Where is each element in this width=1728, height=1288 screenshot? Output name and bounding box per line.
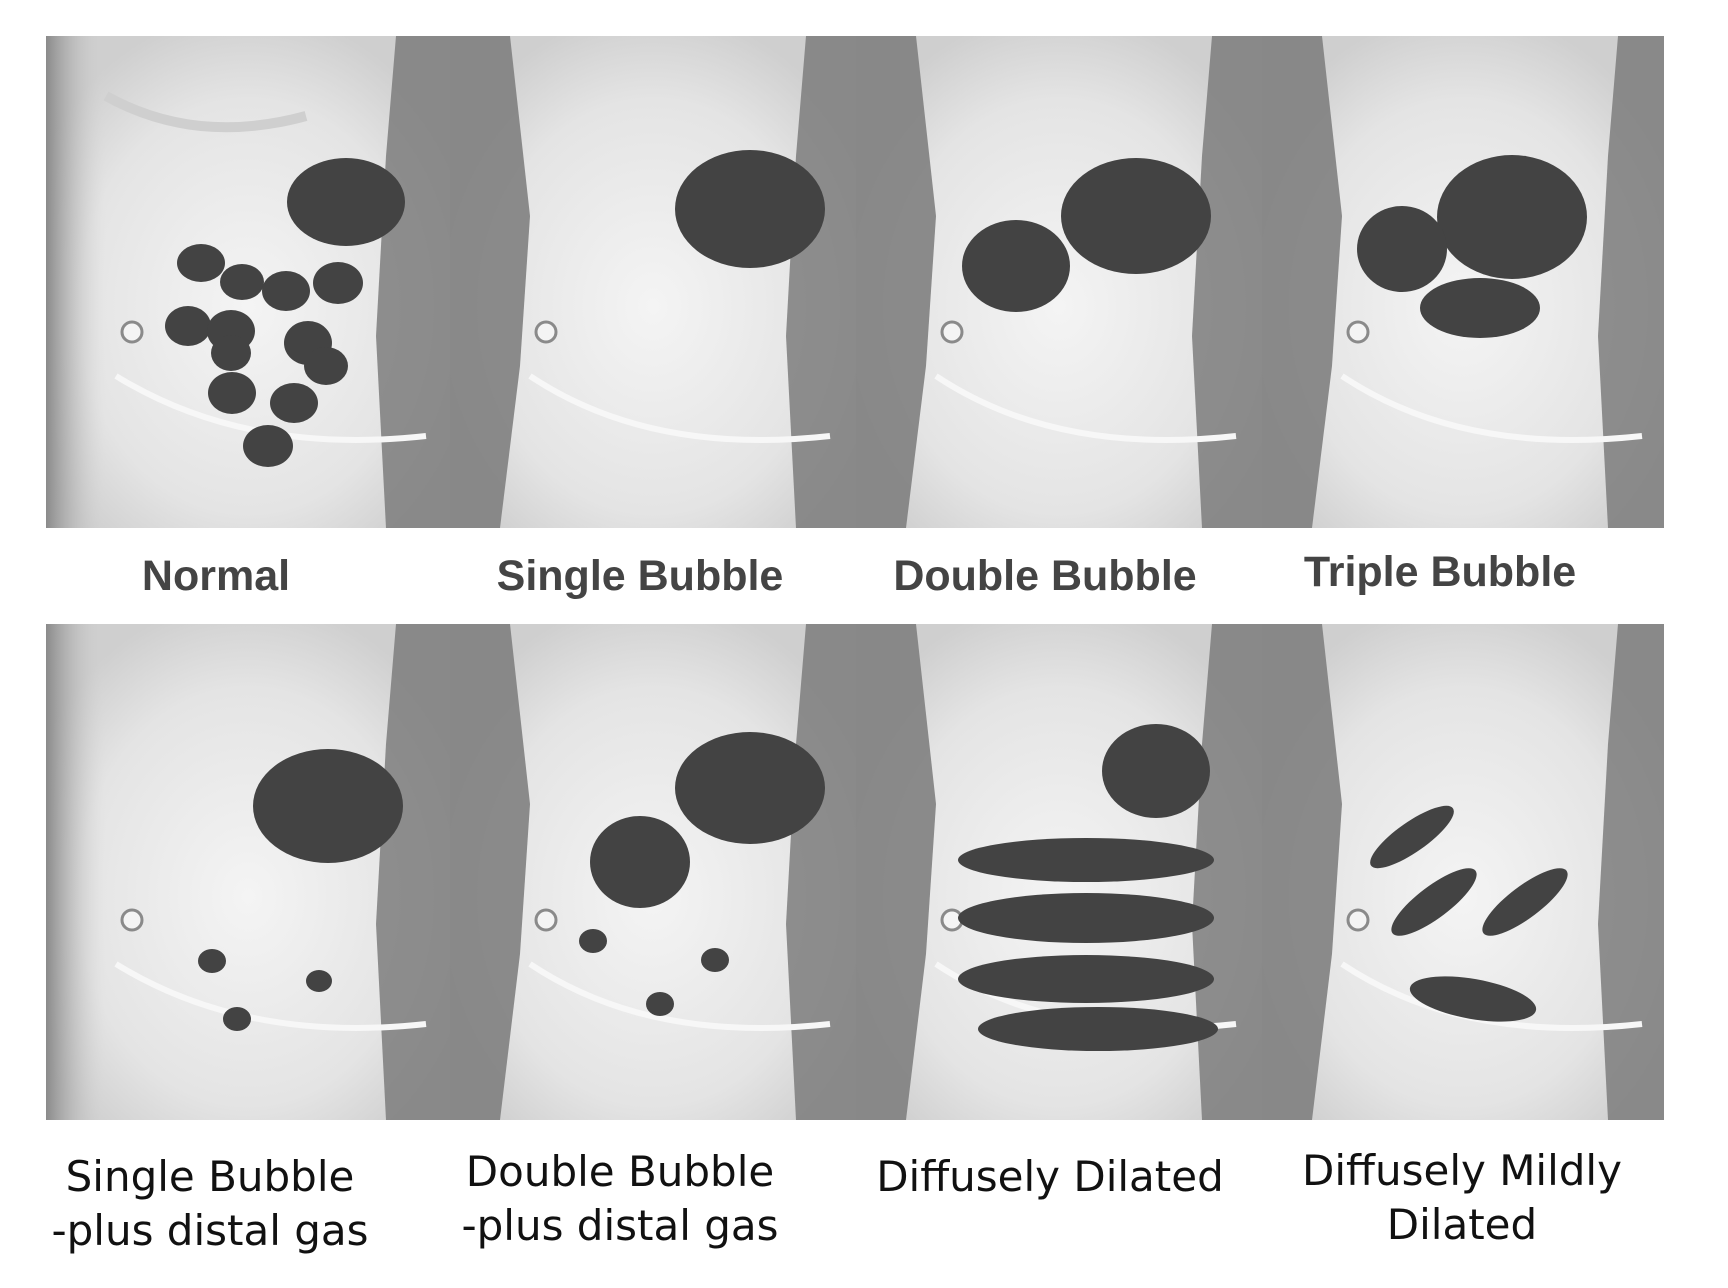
stomach-gas bbox=[1437, 155, 1587, 279]
xray-panel-diffusely-dilated bbox=[856, 624, 1262, 1120]
label-double-bubble-distal: Double Bubble -plus distal gas bbox=[420, 1145, 820, 1253]
label-line: Double Bubble bbox=[465, 1147, 775, 1196]
xray-image-diffusely-mildly-dilated bbox=[1262, 624, 1664, 1120]
bowel-loop bbox=[313, 262, 363, 304]
xray-panel-triple-bubble bbox=[1262, 36, 1664, 528]
bowel-loop bbox=[177, 244, 225, 282]
dilated-loop bbox=[978, 1007, 1218, 1051]
xray-panel-normal bbox=[46, 36, 450, 528]
xray-image-normal bbox=[46, 36, 450, 528]
label-line: -plus distal gas bbox=[461, 1201, 779, 1250]
label-line: -plus distal gas bbox=[51, 1206, 369, 1255]
stomach-gas bbox=[675, 732, 825, 844]
bowel-loop bbox=[262, 271, 310, 311]
distal-gas bbox=[198, 949, 226, 973]
stomach-gas bbox=[253, 749, 403, 863]
xray-panel-single-bubble-distal bbox=[46, 624, 450, 1120]
label-single-bubble-distal: Single Bubble -plus distal gas bbox=[0, 1150, 420, 1258]
dilated-loop bbox=[958, 955, 1214, 1003]
label-normal: Normal bbox=[141, 552, 291, 600]
label-single-bubble: Single Bubble bbox=[496, 552, 784, 600]
stomach-gas bbox=[675, 150, 825, 268]
distal-gas bbox=[579, 929, 607, 953]
bowel-loop bbox=[220, 264, 264, 300]
stomach-gas bbox=[1061, 158, 1211, 274]
dilated-loop bbox=[958, 838, 1214, 882]
xray-image-diffusely-dilated bbox=[856, 624, 1262, 1120]
bowel-loop bbox=[208, 372, 256, 414]
xray-panel-single-bubble bbox=[450, 36, 856, 528]
mildly-dilated-loop bbox=[1391, 868, 1477, 936]
distal-gas bbox=[223, 1007, 251, 1031]
label-diffusely-mildly-dilated: Diffusely Mildly Dilated bbox=[1262, 1144, 1662, 1252]
xray-panel-double-bubble bbox=[856, 36, 1262, 528]
label-double-bubble: Double Bubble bbox=[893, 552, 1197, 600]
mildly-dilated-loop bbox=[1482, 868, 1568, 936]
xray-image-double-bubble bbox=[856, 36, 1262, 528]
bowel-loop bbox=[304, 347, 348, 385]
jejunal-gas bbox=[1420, 278, 1540, 338]
label-triple-bubble: Triple Bubble bbox=[1303, 548, 1577, 596]
gas-bubbles bbox=[165, 158, 405, 467]
stomach-gas bbox=[287, 158, 405, 246]
mildly-dilated-loop bbox=[1409, 976, 1537, 1022]
duodenal-gas bbox=[1357, 206, 1447, 292]
bowel-loop bbox=[270, 383, 318, 423]
label-line: Diffusely Mildly bbox=[1302, 1146, 1622, 1195]
xray-panel-diffusely-mildly-dilated bbox=[1262, 624, 1664, 1120]
stomach-gas bbox=[1102, 724, 1210, 818]
dilated-loop bbox=[958, 893, 1214, 943]
xray-panel-double-bubble-distal bbox=[450, 624, 856, 1120]
label-line: Single Bubble bbox=[65, 1152, 355, 1201]
label-line: Dilated bbox=[1386, 1200, 1538, 1249]
xray-image-triple-bubble bbox=[1262, 36, 1664, 528]
distal-gas bbox=[701, 948, 729, 972]
xray-image-double-bubble-distal bbox=[450, 624, 856, 1120]
xray-image-single-bubble-distal bbox=[46, 624, 450, 1120]
label-diffusely-dilated: Diffusely Dilated bbox=[876, 1152, 1224, 1201]
bowel-loop bbox=[243, 425, 293, 467]
bowel-loop bbox=[165, 306, 211, 346]
duodenal-gas bbox=[590, 816, 690, 908]
xray-image-single-bubble bbox=[450, 36, 856, 528]
mildly-dilated-loop bbox=[1370, 805, 1454, 869]
distal-gas bbox=[646, 992, 674, 1016]
duodenal-gas bbox=[962, 220, 1070, 312]
distal-gas bbox=[306, 970, 332, 992]
bowel-loop bbox=[211, 335, 251, 371]
